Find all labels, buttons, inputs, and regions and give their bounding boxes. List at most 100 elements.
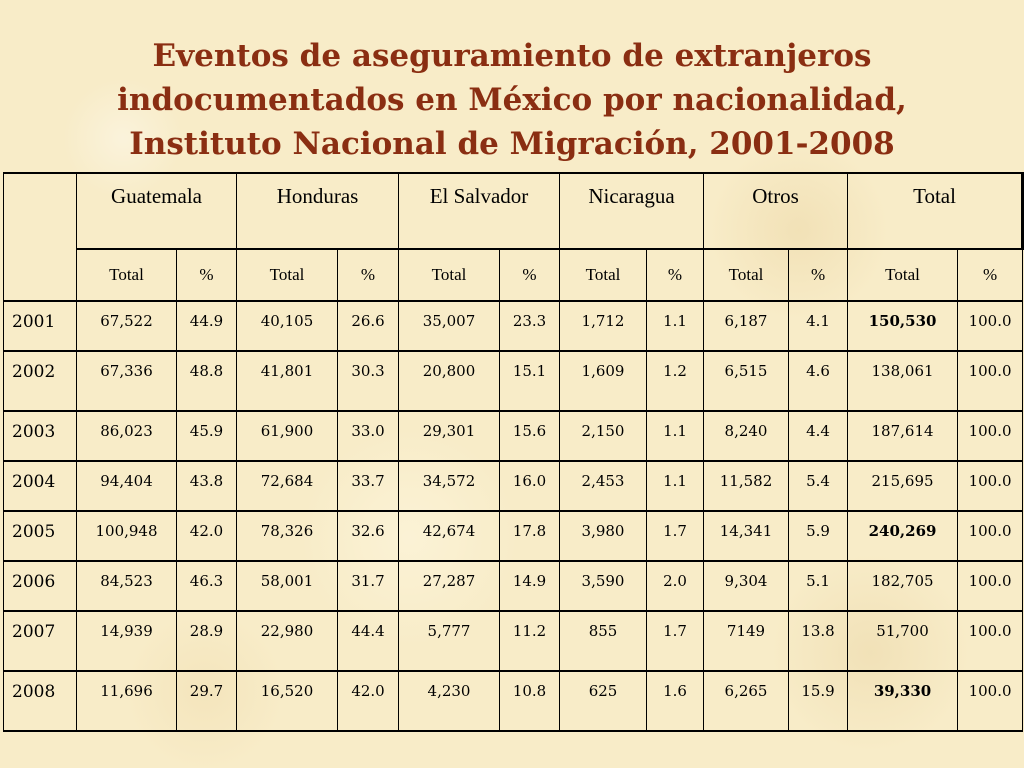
table-cell: 31.7 [337, 560, 400, 612]
table-cell: 4.6 [788, 350, 849, 412]
subheader-cell: % [646, 248, 705, 302]
nationality-table: Guatemala Honduras El Salvador Nicaragua… [3, 172, 1024, 732]
table-cell: 41,801 [236, 350, 339, 412]
table-cell: 8,240 [703, 410, 790, 462]
table-cell: 855 [559, 610, 648, 672]
table-cell: 26.6 [337, 300, 400, 352]
table-cell: 100.0 [957, 510, 1024, 562]
table-cell: 6,187 [703, 300, 790, 352]
table-row: 2001 67,522 44.9 40,105 26.6 35,007 23.3… [3, 300, 1024, 352]
table-cell: 1,609 [559, 350, 648, 412]
table-cell: 46.3 [175, 560, 238, 612]
table-cell: 6,515 [703, 350, 790, 412]
table-cell: 94,404 [76, 460, 177, 512]
table-cell: 67,336 [76, 350, 177, 412]
table-row: 2006 84,523 46.3 58,001 31.7 27,287 14.9… [3, 560, 1024, 612]
table-cell: 22,980 [236, 610, 339, 672]
table-cell: 44.9 [175, 300, 238, 352]
table-cell: 100.0 [957, 350, 1024, 412]
table-cell: 78,326 [236, 510, 339, 562]
year-cell: 2008 [3, 670, 77, 732]
table-row: 2003 86,023 45.9 61,900 33.0 29,301 15.6… [3, 410, 1024, 462]
table-cell: 9,304 [703, 560, 790, 612]
table-cell: 5.4 [788, 460, 849, 512]
group-header: Total [847, 172, 1024, 250]
group-header-row: Guatemala Honduras El Salvador Nicaragua… [3, 172, 1024, 302]
table-cell: 14.9 [499, 560, 561, 612]
table-row: 2005 100,948 42.0 78,326 32.6 42,674 17.… [3, 510, 1024, 562]
table-cell: 29,301 [398, 410, 501, 462]
table-cell: 16.0 [499, 460, 561, 512]
total-cell: 240,269 [847, 510, 959, 562]
year-cell: 2003 [3, 410, 77, 462]
table-cell: 100.0 [957, 610, 1024, 672]
total-cell: 39,330 [847, 670, 959, 732]
table-cell: 11.2 [499, 610, 561, 672]
table-cell: 67,522 [76, 300, 177, 352]
table-cell: 2.0 [646, 560, 705, 612]
table-cell: 35,007 [398, 300, 501, 352]
table-row: 2008 11,696 29.7 16,520 42.0 4,230 10.8 … [3, 670, 1024, 732]
table-cell: 1.7 [646, 510, 705, 562]
table-cell: 1.1 [646, 460, 705, 512]
table-cell: 1.7 [646, 610, 705, 672]
table-cell: 44.4 [337, 610, 400, 672]
table-cell: 61,900 [236, 410, 339, 462]
subheader-cell: % [499, 248, 561, 302]
subheader-cell: Total [236, 248, 339, 302]
table-cell: 100.0 [957, 560, 1024, 612]
table-cell: 14,341 [703, 510, 790, 562]
table-cell: 40,105 [236, 300, 339, 352]
subheader-cell: Total [398, 248, 501, 302]
table-cell: 48.8 [175, 350, 238, 412]
table-cell: 1.1 [646, 410, 705, 462]
title-line-2: indocumentados en México por nacionalida… [117, 82, 907, 118]
table-cell: 32.6 [337, 510, 400, 562]
year-cell: 2002 [3, 350, 77, 412]
table-cell: 3,980 [559, 510, 648, 562]
total-cell: 150,530 [847, 300, 959, 352]
table-cell: 5.9 [788, 510, 849, 562]
table-cell: 11,696 [76, 670, 177, 732]
group-header: Nicaragua [559, 172, 705, 250]
total-cell: 138,061 [847, 350, 959, 412]
table-cell: 14,939 [76, 610, 177, 672]
table-cell: 45.9 [175, 410, 238, 462]
table-cell: 3,590 [559, 560, 648, 612]
table-cell: 42,674 [398, 510, 501, 562]
table-cell: 17.8 [499, 510, 561, 562]
table-cell: 10.8 [499, 670, 561, 732]
table-cell: 42.0 [175, 510, 238, 562]
table-row: 2002 67,336 48.8 41,801 30.3 20,800 15.1… [3, 350, 1024, 412]
corner-cell [3, 172, 77, 302]
table-cell: 1.2 [646, 350, 705, 412]
table-cell: 58,001 [236, 560, 339, 612]
year-cell: 2001 [3, 300, 77, 352]
table-cell: 33.0 [337, 410, 400, 462]
table-cell: 1.6 [646, 670, 705, 732]
table-cell: 29.7 [175, 670, 238, 732]
table-cell: 15.6 [499, 410, 561, 462]
year-cell: 2007 [3, 610, 77, 672]
subheader-cell: % [337, 248, 400, 302]
table-cell: 4,230 [398, 670, 501, 732]
table-cell: 100.0 [957, 300, 1024, 352]
table-cell: 2,453 [559, 460, 648, 512]
table-cell: 7149 [703, 610, 790, 672]
table-cell: 5,777 [398, 610, 501, 672]
table-cell: 1.1 [646, 300, 705, 352]
year-cell: 2006 [3, 560, 77, 612]
table-cell: 72,684 [236, 460, 339, 512]
subheader-cell: Total [76, 248, 177, 302]
subheader-cell: Total [847, 248, 959, 302]
subheader-cell: % [175, 248, 238, 302]
table-cell: 86,023 [76, 410, 177, 462]
table-cell: 28.9 [175, 610, 238, 672]
table-cell: 4.4 [788, 410, 849, 462]
subheader-cell: % [957, 248, 1024, 302]
table-cell: 33.7 [337, 460, 400, 512]
table-cell: 84,523 [76, 560, 177, 612]
table-cell: 43.8 [175, 460, 238, 512]
table-cell: 16,520 [236, 670, 339, 732]
table-cell: 42.0 [337, 670, 400, 732]
